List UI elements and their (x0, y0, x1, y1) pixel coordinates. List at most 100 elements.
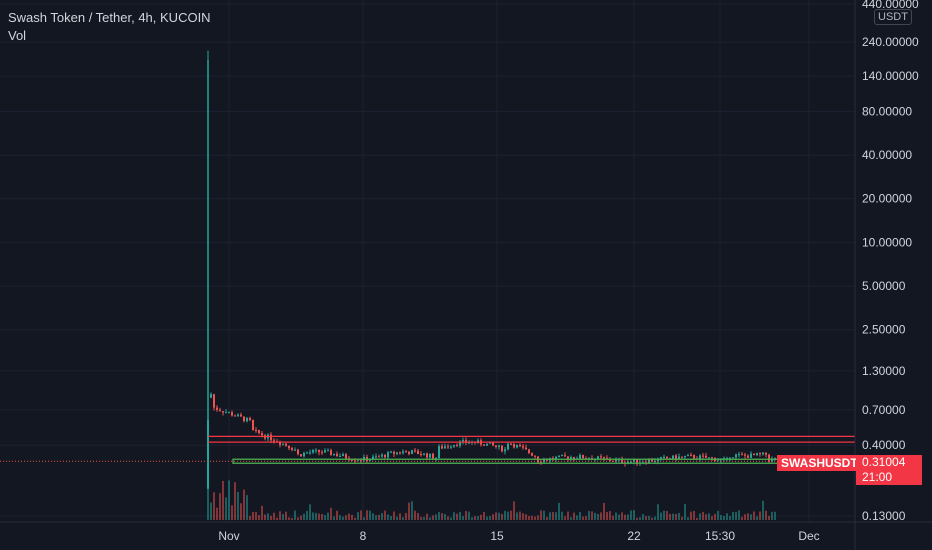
current-symbol-label: SWASHUSDT (777, 455, 862, 471)
volume-bar (456, 513, 458, 520)
candle-body (234, 415, 236, 417)
currency-unit-badge[interactable]: USDT (874, 9, 912, 25)
volume-bar (756, 516, 758, 520)
candle-body (222, 411, 224, 413)
candle-body (360, 460, 362, 462)
volume-bar (591, 511, 593, 520)
candle-body (666, 456, 668, 459)
volume-bar (705, 514, 707, 520)
volume-bar (444, 514, 446, 520)
time-tick-label: 22 (627, 529, 641, 543)
candle-body (399, 452, 401, 454)
volume-bar (732, 511, 734, 520)
candle-body (729, 457, 731, 459)
candle-body (498, 445, 500, 447)
volume-bar (372, 513, 374, 520)
candle-body (423, 453, 425, 455)
volume-bar (771, 511, 773, 520)
volume-bar (708, 513, 710, 520)
volume-bar (549, 512, 551, 520)
volume-bar (765, 510, 767, 520)
volume-bar (558, 502, 560, 520)
candle-body (546, 459, 548, 461)
candle-body (489, 442, 491, 444)
candle-body (375, 456, 377, 458)
candle-body (459, 441, 461, 446)
volume-bar (612, 515, 614, 520)
volume-bar (300, 515, 302, 520)
volume-bar (309, 504, 311, 520)
time-tick-label: 15:30 (705, 529, 735, 543)
volume-bar (696, 517, 698, 520)
candle-body (744, 454, 746, 456)
volume-bar (702, 511, 704, 520)
volume-bar (279, 511, 281, 520)
volume-bar (681, 516, 683, 520)
volume-bar (483, 512, 485, 520)
volume-bar (288, 517, 290, 520)
candle-body (516, 445, 518, 448)
time-tick-label: 8 (360, 529, 367, 543)
candle-body (687, 455, 689, 457)
candle-body (309, 452, 311, 454)
volume-bar (378, 514, 380, 520)
candle-body (243, 416, 245, 422)
volume-bar (534, 516, 536, 520)
price-axis[interactable]: 440.00000 240.00000 140.00000 80.00000 40.00… (854, 0, 919, 550)
candle-body (678, 456, 680, 460)
volume-bar (651, 517, 653, 520)
volume-bar (429, 517, 431, 520)
candle-body (750, 453, 752, 458)
volume-bar (420, 516, 422, 520)
candle-body (300, 454, 302, 457)
volume-bar (267, 513, 269, 520)
volume-bar (687, 517, 689, 520)
volume-bar (312, 512, 314, 520)
candle-body (759, 453, 761, 455)
candle-body (402, 451, 404, 454)
volume-indicator-label[interactable]: Vol (8, 28, 27, 43)
volume-bar (210, 502, 212, 520)
candle-body (372, 456, 374, 460)
volume-bar (636, 517, 638, 520)
candle-body (615, 459, 617, 462)
time-tick-label: Nov (218, 529, 239, 543)
volume-bar (234, 482, 236, 520)
candle-body (756, 453, 758, 456)
volume-bar (384, 510, 386, 520)
volume-bar (417, 512, 419, 520)
candle-body (531, 452, 533, 456)
candle-body (771, 458, 773, 462)
volume-bar (738, 510, 740, 520)
candle-body (240, 414, 242, 417)
volume-bar (597, 513, 599, 520)
volume-bar (462, 516, 464, 520)
candle-body (225, 412, 227, 414)
candle-body (768, 454, 770, 462)
volume-bar (387, 514, 389, 520)
volume-bar (699, 513, 701, 520)
candle-body (672, 455, 674, 459)
candle-body (216, 407, 218, 410)
candle-body (528, 449, 530, 453)
volume-bar (630, 510, 632, 520)
candle-body (417, 450, 419, 455)
candle-body (603, 457, 605, 459)
candle-body (693, 455, 695, 459)
volume-bar (648, 516, 650, 520)
volume-bar (513, 501, 515, 520)
volume-bar (711, 516, 713, 520)
volume-bar (243, 489, 245, 520)
candle-body (246, 418, 248, 422)
volume-bar (399, 513, 401, 520)
price-tick-label: 1.30000 (862, 364, 906, 378)
candle-body (486, 443, 488, 446)
price-tick-label: 20.00000 (862, 192, 912, 206)
candle-body (228, 412, 230, 414)
volume-bar (468, 511, 470, 520)
volume-bar (693, 510, 695, 520)
time-axis[interactable]: Nov 8 15 22 15:30 Dec (0, 521, 932, 543)
volume-bar (675, 513, 677, 520)
candle-body (774, 457, 776, 459)
